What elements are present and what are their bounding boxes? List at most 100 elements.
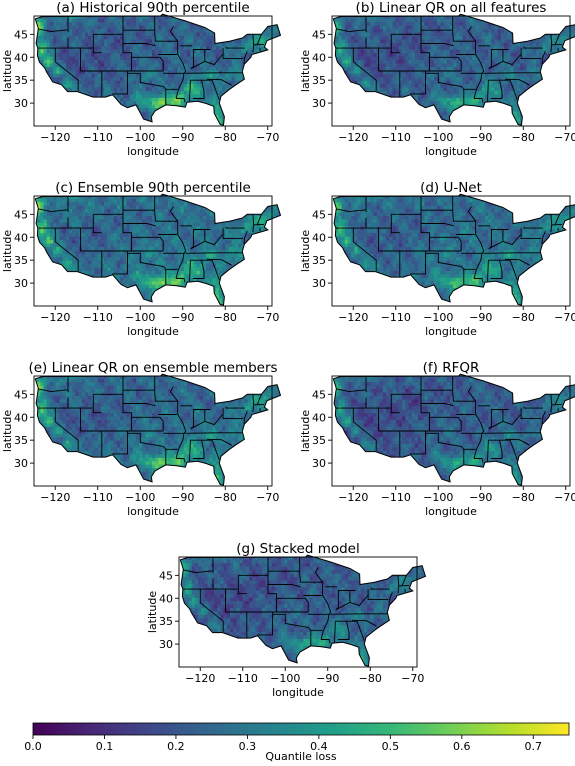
- y-tick-label: 35: [312, 434, 326, 447]
- x-tick-label: −80: [214, 131, 237, 144]
- y-tick-label: 30: [312, 97, 326, 110]
- y-tick-label: 45: [14, 388, 28, 401]
- map-panel: (c) Ensemble 90th percentile −120 −110 −100…: [1, 180, 282, 338]
- x-tick-label: −70: [256, 311, 279, 324]
- y-axis-label: latitude: [299, 50, 312, 92]
- y-tick-label: 30: [14, 277, 28, 290]
- loss-heatmap: [35, 374, 281, 486]
- x-tick-label: −90: [171, 311, 194, 324]
- x-tick-label: −90: [171, 131, 194, 144]
- x-tick-label: −80: [359, 672, 382, 685]
- y-axis-label: latitude: [1, 50, 14, 92]
- country-outline: [34, 193, 282, 306]
- map-panel: (d) U-Net −120 −110 −100 −90 −80 −70 30 35 40 45 lo…: [299, 180, 575, 338]
- map-panel: (e) Linear QR on ensemble members −120 −11…: [1, 360, 282, 518]
- state-borders: [37, 376, 264, 465]
- x-tick-label: −110: [83, 491, 113, 504]
- x-tick-label: −120: [40, 311, 70, 324]
- map-panels: (a) Historical 90th percentile −120 −110 −1…: [1, 0, 575, 699]
- x-tick-label: −70: [554, 491, 575, 504]
- country-outline: [179, 554, 427, 667]
- y-tick-label: 30: [312, 277, 326, 290]
- y-axis-label: latitude: [299, 410, 312, 452]
- y-tick-label: 45: [312, 28, 326, 41]
- state-borders: [37, 196, 264, 285]
- state-borders: [37, 16, 264, 105]
- colorbar-tick-label: 0.1: [96, 740, 114, 753]
- map-panel: (b) Linear QR on all features −120 −110 −10…: [299, 0, 575, 158]
- x-tick-label: −120: [40, 491, 70, 504]
- colorbar-tick-label: 0.5: [382, 740, 400, 753]
- x-tick-label: −110: [381, 491, 411, 504]
- map-panel: (f) RFQR −120 −110 −100 −90 −80 −70 30 35 40 45 lon…: [299, 360, 575, 518]
- x-tick-label: −70: [401, 672, 424, 685]
- colorbar-tick-label: 0.4: [310, 740, 328, 753]
- country-outline: [34, 13, 282, 126]
- y-tick-label: 35: [159, 615, 173, 628]
- y-tick-label: 40: [14, 51, 28, 64]
- x-axis-label: longitude: [127, 505, 179, 518]
- x-tick-label: −70: [256, 131, 279, 144]
- country-outline: [34, 373, 282, 486]
- map-panel: (a) Historical 90th percentile −120 −110 −1…: [1, 0, 282, 158]
- x-tick-label: −100: [125, 491, 155, 504]
- x-tick-label: −120: [338, 491, 368, 504]
- y-tick-label: 40: [312, 231, 326, 244]
- x-tick-label: −90: [469, 311, 492, 324]
- y-tick-label: 35: [14, 434, 28, 447]
- colorbar: 0.0 0.1 0.2 0.3 0.4 0.5 0.6 0.7 Quantile loss: [24, 722, 570, 763]
- x-tick-label: −70: [554, 311, 575, 324]
- x-tick-label: −110: [228, 672, 258, 685]
- y-axis-label: latitude: [299, 230, 312, 272]
- state-borders: [335, 16, 562, 105]
- y-tick-label: 40: [159, 592, 173, 605]
- colorbar-label: Quantile loss: [265, 750, 337, 763]
- x-axis-label: longitude: [425, 505, 477, 518]
- y-tick-label: 35: [14, 74, 28, 87]
- x-tick-label: −100: [125, 311, 155, 324]
- state-borders: [335, 196, 562, 285]
- country-outline: [332, 193, 575, 306]
- x-tick-label: −70: [554, 131, 575, 144]
- y-tick-label: 45: [312, 388, 326, 401]
- y-tick-label: 30: [159, 638, 173, 651]
- y-axis-label: latitude: [146, 591, 159, 633]
- colorbar-tick-label: 0.0: [24, 740, 42, 753]
- y-tick-label: 35: [312, 254, 326, 267]
- panel-title: (f) RFQR: [423, 360, 480, 376]
- y-tick-label: 35: [312, 74, 326, 87]
- x-tick-label: −100: [423, 131, 453, 144]
- axes-frame: [33, 15, 273, 127]
- y-tick-label: 40: [14, 411, 28, 424]
- axes-frame: [33, 195, 273, 307]
- x-tick-label: −110: [381, 131, 411, 144]
- x-tick-label: −120: [338, 131, 368, 144]
- loss-heatmap: [35, 14, 281, 126]
- y-tick-label: 30: [14, 457, 28, 470]
- x-tick-label: −80: [512, 491, 535, 504]
- x-axis-label: longitude: [127, 325, 179, 338]
- x-tick-label: −110: [83, 311, 113, 324]
- x-tick-label: −90: [171, 491, 194, 504]
- panel-title: (e) Linear QR on ensemble members: [28, 360, 277, 376]
- x-tick-label: −120: [40, 131, 70, 144]
- panel-title: (a) Historical 90th percentile: [56, 0, 249, 16]
- y-tick-label: 45: [312, 208, 326, 221]
- x-tick-label: −100: [423, 311, 453, 324]
- x-tick-label: −90: [469, 491, 492, 504]
- x-tick-label: −90: [316, 672, 339, 685]
- colorbar-tick-label: 0.2: [167, 740, 185, 753]
- panel-title: (c) Ensemble 90th percentile: [55, 180, 251, 196]
- axes-frame: [178, 556, 418, 668]
- state-borders: [335, 376, 562, 465]
- axes-frame: [331, 375, 571, 487]
- colorbar-tick-label: 0.7: [525, 740, 543, 753]
- y-tick-label: 40: [14, 231, 28, 244]
- country-outline: [332, 373, 575, 486]
- x-tick-label: −120: [338, 311, 368, 324]
- colorbar-gradient: [32, 722, 570, 736]
- x-tick-label: −110: [381, 311, 411, 324]
- x-tick-label: −80: [214, 491, 237, 504]
- x-axis-label: longitude: [425, 145, 477, 158]
